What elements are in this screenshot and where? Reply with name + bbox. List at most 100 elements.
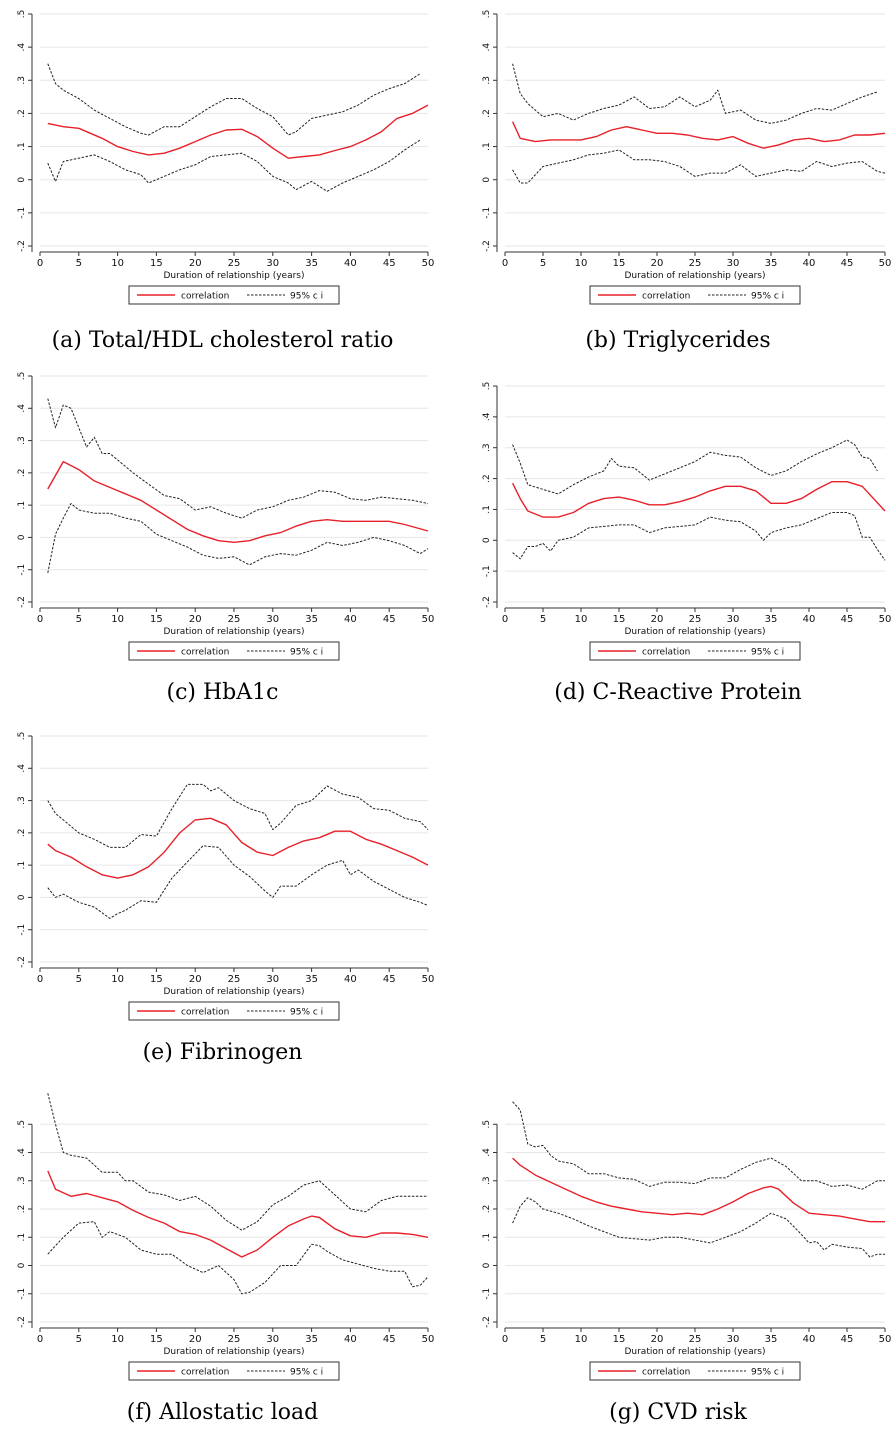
legend: correlation 95% c i	[589, 1361, 801, 1381]
x-tick-label: 10	[111, 614, 124, 625]
y-tick-label: -.2	[482, 240, 492, 252]
y-tick-label: .1	[17, 1233, 27, 1242]
x-tick-label: 0	[37, 1334, 43, 1345]
x-tick-label: 40	[803, 258, 816, 269]
legend-box	[128, 641, 340, 661]
y-tick-label: .4	[17, 1148, 27, 1157]
legend-box	[589, 641, 801, 661]
legend-correlation-label: correlation	[181, 1008, 229, 1018]
caption-total-hdl-cholesterol: (a) Total/HDL cholesterol ratio	[51, 328, 394, 353]
x-axis-title: Duration of relationship (years)	[163, 1347, 304, 1357]
x-tick-label: 25	[689, 614, 702, 625]
y-tick-label: 0	[482, 1262, 492, 1268]
legend: correlation 95% c i	[589, 285, 801, 305]
y-tick-label: .4	[17, 43, 27, 52]
y-tick-label: .3	[482, 443, 492, 452]
x-tick-label: 40	[344, 1334, 357, 1345]
y-tick-label: .5	[482, 382, 492, 391]
legend-ci-label: 95% c i	[290, 292, 323, 302]
legend-correlation-label: correlation	[181, 292, 229, 302]
y-tick-label: 0	[17, 894, 27, 900]
legend-correlation-label: correlation	[181, 1368, 229, 1378]
y-tick-label: .5	[17, 1120, 27, 1129]
series-correlation-line	[511, 480, 886, 518]
x-tick-label: 10	[575, 1334, 588, 1345]
legend-ci-label: 95% c i	[751, 648, 784, 658]
legend-box	[589, 285, 801, 305]
panel-cvd-risk: -.2 -.1 0 .1 .2 .3 .4 .5 0 5 10 15 20 25 30 35 40 45 50 Dur…	[465, 1082, 891, 1444]
x-tick-label: 20	[651, 1334, 664, 1345]
x-tick-label: 5	[76, 614, 82, 625]
y-tick-label: -.2	[17, 596, 27, 608]
x-tick-label: 25	[228, 974, 241, 985]
y-tick-label: .1	[482, 1233, 492, 1242]
chart-triglycerides: -.2 -.1 0 .1 .2 .3 .4 .5 0 5 10 15 20 25 30 35 40 45 50 Dur…	[482, 10, 891, 305]
x-tick-label: 30	[266, 974, 279, 985]
y-tick-label: .5	[17, 372, 27, 381]
y-tick-label: -.2	[17, 1316, 27, 1328]
x-tick-label: 20	[651, 258, 664, 269]
legend-correlation-label: correlation	[642, 648, 690, 658]
x-tick-label: 45	[383, 974, 396, 985]
x-tick-label: 25	[228, 1334, 241, 1345]
caption-fibrinogen: (e) Fibrinogen	[142, 1040, 303, 1065]
series-ci-lower-line	[47, 1221, 429, 1295]
y-tick-label: 0	[17, 1262, 27, 1268]
legend-box	[128, 1361, 340, 1381]
x-tick-label: 30	[727, 258, 740, 269]
x-tick-label: 0	[502, 258, 508, 269]
x-tick-label: 20	[189, 1334, 202, 1345]
x-tick-label: 30	[266, 614, 279, 625]
x-tick-label: 5	[540, 614, 546, 625]
y-tick-label: -.2	[17, 240, 27, 252]
legend: correlation 95% c i	[128, 285, 340, 305]
series-correlation-line	[47, 104, 429, 159]
y-tick-label: .4	[17, 764, 27, 773]
y-tick-label: .3	[17, 76, 27, 85]
y-tick-label: .2	[17, 1205, 27, 1214]
x-tick-label: 0	[37, 974, 43, 985]
x-tick-label: 25	[228, 614, 241, 625]
y-tick-label: .5	[482, 10, 492, 19]
x-tick-label: 30	[727, 614, 740, 625]
x-tick-label: 15	[613, 258, 626, 269]
y-tick-label: -.1	[17, 924, 27, 936]
x-tick-label: 10	[575, 258, 588, 269]
x-axis-title: Duration of relationship (years)	[624, 627, 765, 637]
y-tick-label: .4	[17, 404, 27, 413]
x-tick-label: 15	[613, 614, 626, 625]
x-tick-label: 15	[150, 1334, 163, 1345]
chart-c-reactive-protein: -.2 -.1 0 .1 .2 .3 .4 .5 0 5 10 15 20 25 30 35 40 45 50 Dur…	[482, 382, 891, 661]
y-tick-label: .1	[482, 505, 492, 514]
x-tick-label: 50	[879, 614, 891, 625]
series-ci-lower-line	[512, 512, 886, 561]
x-tick-label: 50	[422, 614, 435, 625]
series-ci-lower-line	[47, 845, 429, 919]
chart-allostatic-load: -.2 -.1 0 .1 .2 .3 .4 .5 0 5 10 15 20 25 30 35 40 45 50 Dur…	[17, 1093, 434, 1381]
x-tick-label: 50	[879, 258, 891, 269]
y-tick-label: .2	[17, 829, 27, 838]
x-tick-label: 35	[305, 614, 318, 625]
x-tick-label: 5	[76, 974, 82, 985]
x-tick-label: 10	[111, 258, 124, 269]
x-tick-label: 0	[502, 1334, 508, 1345]
legend-ci-label: 95% c i	[290, 648, 323, 658]
x-tick-label: 10	[575, 614, 588, 625]
y-tick-label: .3	[17, 436, 27, 445]
panel-c-reactive-protein: -.2 -.1 0 .1 .2 .3 .4 .5 0 5 10 15 20 25 30 35 40 45 50 Dur…	[465, 362, 891, 724]
x-tick-label: 15	[613, 1334, 626, 1345]
y-tick-label: -.1	[17, 207, 27, 219]
y-tick-label: .1	[482, 142, 492, 151]
x-tick-label: 15	[150, 258, 163, 269]
x-tick-label: 45	[383, 258, 396, 269]
series-ci-upper-line	[47, 1093, 428, 1231]
series-ci-upper-line	[47, 783, 429, 848]
x-tick-label: 40	[803, 614, 816, 625]
y-tick-label: .2	[482, 1205, 492, 1214]
caption-triglycerides: (b) Triglycerides	[585, 328, 771, 353]
x-tick-label: 10	[111, 974, 124, 985]
y-tick-label: .1	[17, 861, 27, 870]
x-tick-label: 45	[841, 614, 854, 625]
series-ci-upper-line	[47, 398, 429, 519]
y-tick-label: .2	[17, 109, 27, 118]
